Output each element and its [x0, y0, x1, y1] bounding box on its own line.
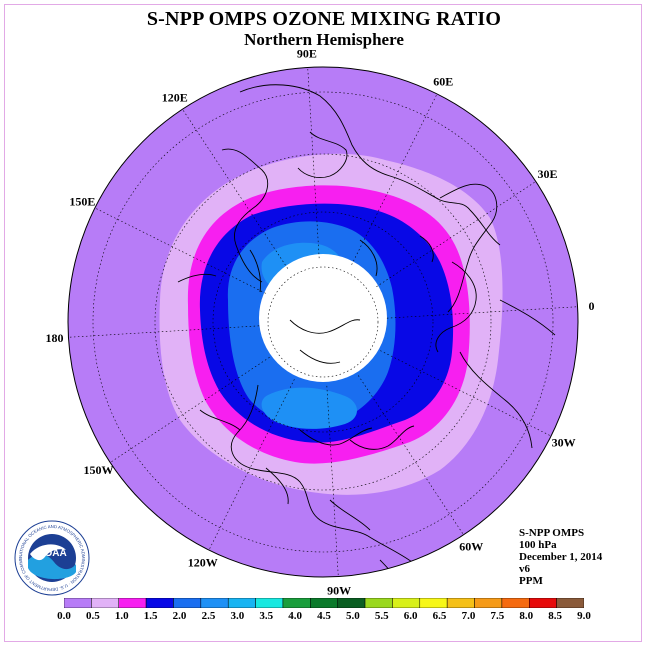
map-title: S-NPP OMPS OZONE MIXING RATIO [146, 8, 502, 30]
figure-frame [4, 4, 642, 642]
color-bar-tick-label: 8.5 [548, 610, 562, 622]
color-bar-swatch [529, 598, 557, 608]
longitude-label: 120W [188, 556, 218, 570]
color-bar-swatch [200, 598, 229, 608]
color-bar-swatch [419, 598, 448, 608]
color-bar-tick-label: 0.0 [57, 610, 71, 622]
color-bar-swatch [145, 598, 174, 608]
noaa-logo: NATIONAL OCEANIC AND ATMOSPHERIC ADMINIS… [14, 520, 90, 596]
color-bar-tick-label: 9.0 [577, 610, 591, 622]
color-bar-tick-label: 1.0 [114, 610, 129, 622]
color-bar-swatch [310, 598, 338, 608]
color-bar-tick-label: 1.5 [143, 610, 158, 622]
info-date: December 1, 2014 [519, 551, 603, 563]
color-bar-swatch [64, 598, 92, 608]
color-bar-tick-label: 4.5 [317, 610, 331, 622]
longitude-label: 90W [327, 584, 351, 598]
info-version: v6 [519, 563, 530, 575]
info-instrument: S-NPP OMPS [519, 527, 585, 539]
color-bar-tick-label: 4.0 [288, 610, 302, 622]
ozone-level-2.5-3.0-b [261, 387, 358, 429]
longitude-label: 30W [552, 435, 576, 449]
color-bar-swatch [118, 598, 147, 608]
color-bar-tick-label: 6.5 [432, 610, 447, 622]
color-bar-swatch [501, 598, 530, 608]
color-bar-tick-label: 2.5 [201, 610, 216, 622]
color-bar-tick-label: 3.0 [230, 610, 245, 622]
color-bar-swatch [364, 598, 393, 608]
color-bar-swatch [556, 598, 584, 608]
color-bar-tick-label: 7.0 [461, 610, 476, 622]
longitude-label: 180 [45, 331, 63, 345]
graticule-parallels [92, 91, 554, 553]
color-bar-tick-label: 8.0 [519, 610, 534, 622]
color-bar-swatch [474, 598, 503, 608]
color-bar-swatch [255, 598, 284, 608]
longitude-label: 0 [589, 299, 595, 313]
color-bar-swatch [227, 598, 256, 608]
map-boundary [67, 66, 579, 578]
color-bar-swatch [173, 598, 202, 608]
color-bar-tick-label: 5.0 [346, 610, 360, 622]
color-bar [64, 598, 584, 608]
longitude-label: 120E [162, 91, 188, 105]
color-bar-tick-label: 7.5 [490, 610, 505, 622]
map-subtitle: Northern Hemisphere [244, 30, 404, 49]
longitude-label: 150W [84, 463, 114, 477]
info-units: PPM [519, 575, 543, 587]
noaa-logo-text: NOAA [37, 548, 66, 559]
color-bar-tick-label: 3.5 [259, 610, 274, 622]
color-bar-swatch [282, 598, 311, 608]
color-bar-tick-label: 0.5 [86, 610, 100, 622]
color-bar-tick-label: 2.0 [172, 610, 187, 622]
longitude-label: 150E [69, 195, 95, 209]
color-bar-swatch [337, 598, 366, 608]
color-bar-swatch [392, 598, 421, 608]
color-bar-tick-label: 5.5 [374, 610, 389, 622]
longitude-labels: 90E 60E 30E 0 30W 60W 90W 120W 150W 180 150E 120E [45, 46, 594, 597]
polar-no-data-gap [259, 254, 387, 382]
longitude-label: 90E [297, 46, 317, 60]
plot-info: S-NPP OMPS 100 hPa December 1, 2014 v6 P… [519, 527, 602, 587]
longitude-label: 60W [459, 539, 483, 553]
longitude-label: 30E [537, 167, 557, 181]
color-bar-swatch [91, 598, 119, 608]
color-bar-swatch [446, 598, 475, 608]
longitude-label: 60E [433, 74, 453, 88]
color-bar-tick-label: 6.0 [403, 610, 418, 622]
info-level: 100 hPa [519, 539, 557, 551]
